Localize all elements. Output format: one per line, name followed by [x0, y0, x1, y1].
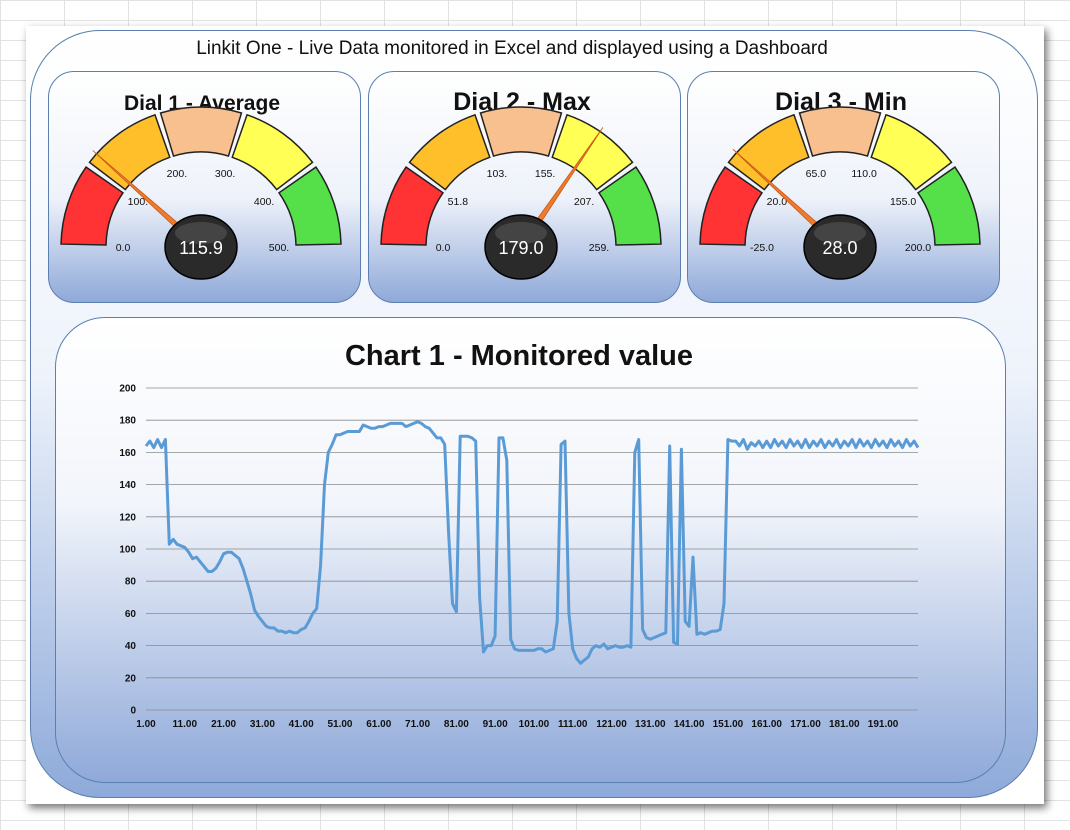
- dial-tick-label: 200.0: [905, 242, 931, 254]
- chart-1-panel[interactable]: Chart 1 - Monitored value 0 20 40 60 80 100 120…: [55, 317, 1006, 783]
- dial-value-readout: 115.9: [179, 238, 223, 258]
- dial-tick-label: 200.: [167, 168, 187, 180]
- y-tick-label: 0: [130, 706, 136, 717]
- x-tick-label: 11.00: [173, 719, 198, 730]
- dial-segment: [798, 106, 882, 157]
- dial-tick-label: 103.: [487, 168, 507, 180]
- dial-hub-shine: [495, 222, 547, 244]
- dial-segment: [277, 166, 342, 246]
- dial-value-readout: 179.0: [498, 238, 543, 258]
- x-tick-label: 191.00: [868, 719, 899, 730]
- y-tick-label: 20: [125, 673, 137, 684]
- dial-tick-label: 155.: [535, 168, 555, 180]
- dial-segment: [597, 166, 662, 246]
- dial-segment: [479, 106, 563, 157]
- x-tick-label: 121.00: [596, 719, 627, 730]
- x-tick-label: 101.00: [519, 719, 550, 730]
- series-line: [144, 420, 920, 665]
- x-tick-label: 41.00: [289, 719, 314, 730]
- x-tick-label: 111.00: [558, 719, 588, 730]
- y-tick-label: 40: [125, 641, 137, 652]
- dial-tick-label: 500.: [269, 242, 289, 254]
- dial-tick-label: -25.0: [750, 242, 774, 254]
- x-tick-label: 141.00: [674, 719, 705, 730]
- dial-title: Dial 1 - Average: [124, 92, 280, 115]
- dial-tick-label: 110.0: [851, 168, 877, 180]
- dial-segment: [727, 113, 810, 191]
- dial-segment: [870, 113, 953, 191]
- dashboard-title: Linkit One - Live Data monitored in Exce…: [196, 38, 828, 59]
- dial-segment: [551, 113, 634, 191]
- dial-tick-label: 155.0: [890, 196, 916, 208]
- x-tick-label: 71.00: [405, 719, 430, 730]
- x-tick-label: 31.00: [250, 719, 275, 730]
- y-tick-label: 140: [119, 480, 136, 491]
- dial-3-panel[interactable]: Dial 3 - Min -25.0 20.0 65.0 110.0 155.0 200.0…: [687, 71, 1000, 303]
- y-tick-label: 180: [119, 416, 136, 427]
- dial-tick-label: 20.0: [767, 196, 788, 208]
- x-tick-label: 81.00: [444, 719, 469, 730]
- dial-segment: [60, 166, 125, 246]
- dial-segment: [88, 113, 171, 191]
- dial-2-panel[interactable]: Dial 2 - Max 0.0 51.8 103. 155. 207. 259. 179.0: [368, 71, 681, 303]
- x-tick-label: 171.00: [790, 719, 821, 730]
- x-tick-label: 181.00: [829, 719, 860, 730]
- dial-segment: [231, 113, 314, 191]
- chart-title: Chart 1 - Monitored value: [345, 340, 693, 372]
- dial-segment: [916, 166, 981, 246]
- y-tick-label: 200: [119, 384, 136, 395]
- dial-value-readout: 28.0: [822, 238, 857, 258]
- y-tick-label: 100: [119, 545, 136, 556]
- dial-segment: [408, 113, 491, 191]
- dial-tick-label: 0.0: [116, 242, 131, 254]
- dial-hub-shine: [175, 222, 227, 244]
- x-tick-label: 61.00: [366, 719, 391, 730]
- dial-segment: [380, 166, 445, 246]
- dial-tick-label: 300.: [215, 168, 235, 180]
- x-tick-label: 131.00: [635, 719, 666, 730]
- dial-3-gauge: Dial 3 - Min-25.020.065.0 110.0155.0200.0…: [699, 88, 981, 280]
- dial-tick-label: 259.: [589, 242, 609, 254]
- x-tick-label: 21.00: [211, 719, 236, 730]
- dial-segment: [159, 106, 243, 157]
- y-tick-label: 160: [119, 448, 136, 459]
- x-tick-label: 51.00: [327, 719, 352, 730]
- dial-1-panel[interactable]: Dial 1 - Average 0.0 100. 200. 300. 400. 500. 1…: [48, 71, 361, 303]
- y-tick-label: 60: [125, 609, 137, 620]
- y-tick-label: 80: [125, 577, 137, 588]
- x-tick-label: 91.00: [483, 719, 508, 730]
- y-tick-label: 120: [119, 512, 136, 523]
- dial-tick-label: 100.: [128, 196, 148, 208]
- dial-segment: [699, 166, 764, 246]
- dial-hub-shine: [814, 222, 866, 244]
- x-tick-label: 161.00: [751, 719, 782, 730]
- dial-tick-label: 51.8: [448, 196, 469, 208]
- dial-1-gauge: Dial 1 - Average 0.0 100. 200. 300. 400. 500. 1…: [60, 92, 342, 280]
- monitored-value-chart: Chart 1 - Monitored value 0 20 40 60 80 100 120…: [119, 340, 920, 730]
- dial-tick-label: 65.0: [806, 168, 827, 180]
- x-tick-label: 151.00: [713, 719, 744, 730]
- dial-tick-label: 207.: [574, 196, 594, 208]
- x-tick-label: 1.00: [136, 719, 156, 730]
- dial-tick-label: 400.: [254, 196, 274, 208]
- dial-tick-label: 0.0: [436, 242, 451, 254]
